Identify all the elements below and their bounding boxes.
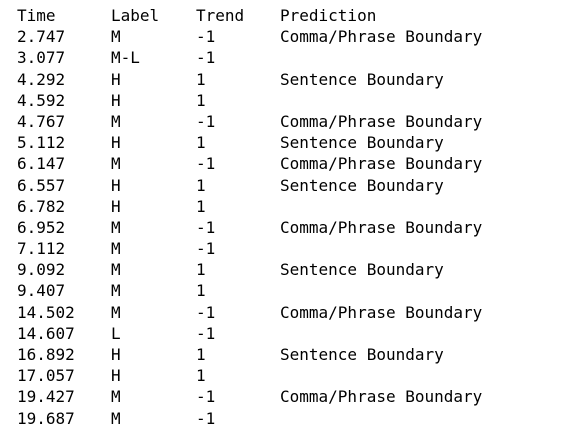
cell-prediction: Comma/Phrase Boundary	[280, 111, 483, 131]
cell-prediction: Comma/Phrase Boundary	[280, 27, 483, 47]
cell-time: 4.592	[17, 90, 66, 110]
cell-time: 14.607	[17, 323, 75, 343]
header-row: Time Label Trend Prediction	[17, 5, 376, 26]
cell-prediction: Comma/Phrase Boundary	[280, 387, 483, 407]
table-row: 17.057 H 1	[17, 365, 206, 386]
cell-time: 4.292	[17, 69, 66, 89]
cell-label: H	[111, 90, 121, 110]
cell-prediction: Sentence Boundary	[280, 345, 444, 364]
cell-time: 16.892	[17, 345, 75, 364]
cell-trend: -1	[196, 239, 216, 259]
cell-time: 2.747	[17, 27, 66, 47]
cell-trend: -1	[196, 27, 216, 47]
column-header-prediction: Prediction	[280, 6, 377, 25]
cell-time: 4.767	[17, 111, 66, 131]
table-row: 6.952 M -1 Comma/Phrase Boundary	[17, 217, 482, 238]
cell-time: 6.147	[17, 154, 66, 174]
table-row: 4.592 H 1	[17, 90, 206, 111]
cell-label: M	[111, 239, 121, 259]
cell-prediction: Sentence Boundary	[280, 260, 444, 280]
table-row: 2.747 M -1 Comma/Phrase Boundary	[17, 26, 482, 47]
cell-time: 17.057	[17, 366, 75, 386]
cell-trend: 1	[196, 90, 206, 110]
cell-time: 5.112	[17, 133, 66, 153]
cell-label: M	[111, 387, 121, 407]
table-row: 3.077 M-L -1	[17, 47, 215, 68]
cell-time: 19.427	[17, 387, 75, 407]
cell-label: H	[111, 366, 121, 386]
table-row: 7.112 M -1	[17, 238, 215, 259]
cell-trend: -1	[196, 48, 216, 68]
cell-trend: 1	[196, 260, 206, 280]
cell-label: H	[111, 196, 121, 216]
cell-trend: -1	[196, 111, 216, 131]
cell-trend: 1	[196, 196, 206, 216]
cell-label: H	[111, 345, 121, 364]
cell-trend: -1	[196, 387, 216, 407]
cell-label: M	[111, 217, 121, 237]
table-row: 5.112 H 1 Sentence Boundary	[17, 132, 444, 153]
cell-label: M	[111, 302, 121, 322]
cell-trend: -1	[196, 323, 216, 343]
column-header-time: Time	[17, 6, 56, 25]
table-row: 19.687 M -1	[17, 408, 215, 429]
cell-label: M	[111, 281, 121, 301]
cell-label: M	[111, 111, 121, 131]
cell-label: H	[111, 133, 121, 153]
cell-label: H	[111, 175, 121, 195]
column-header-label: Label	[111, 6, 160, 25]
cell-trend: -1	[196, 408, 216, 428]
cell-trend: 1	[196, 133, 206, 153]
cell-label: M	[111, 408, 121, 428]
cell-label: M	[111, 260, 121, 280]
cell-trend: 1	[196, 366, 206, 386]
cell-trend: 1	[196, 345, 206, 364]
cell-trend: 1	[196, 281, 206, 301]
cell-time: 9.092	[17, 260, 66, 280]
table-row: 6.147 M -1 Comma/Phrase Boundary	[17, 153, 482, 174]
table-row: 9.092 M 1 Sentence Boundary	[17, 259, 444, 280]
table-row: 9.407 M 1	[17, 280, 206, 301]
cell-prediction: Comma/Phrase Boundary	[280, 154, 483, 174]
cell-trend: 1	[196, 69, 206, 89]
cell-trend: 1	[196, 175, 206, 195]
cell-prediction: Sentence Boundary	[280, 133, 444, 153]
cell-label: M	[111, 27, 121, 47]
cell-label: L	[111, 323, 121, 343]
cell-prediction: Comma/Phrase Boundary	[280, 217, 483, 237]
cell-trend: -1	[196, 154, 216, 174]
cell-prediction: Sentence Boundary	[280, 69, 444, 89]
table-row: 14.502 M -1 Comma/Phrase Boundary	[17, 302, 482, 323]
table-row: 6.557 H 1 Sentence Boundary	[17, 175, 444, 196]
cell-time: 7.112	[17, 239, 66, 259]
cell-time: 6.557	[17, 175, 66, 195]
table-body: 2.747 M -1 Comma/Phrase Boundary 3.077 M-L -1 4…	[17, 26, 482, 429]
cell-time: 3.077	[17, 48, 66, 68]
table-row: 6.782 H 1	[17, 196, 206, 217]
column-header-trend: Trend	[196, 6, 245, 25]
table-row: 4.767 M -1 Comma/Phrase Boundary	[17, 111, 482, 132]
cell-trend: -1	[196, 302, 216, 322]
cell-label: M-L	[111, 48, 140, 68]
cell-prediction: Sentence Boundary	[280, 175, 444, 195]
cell-time: 14.502	[17, 302, 75, 322]
prediction-table: Time Label Trend Prediction 2.747 M -1 Comm…	[17, 5, 482, 429]
cell-time: 19.687	[17, 408, 75, 428]
cell-time: 9.407	[17, 281, 66, 301]
cell-trend: -1	[196, 217, 216, 237]
cell-time: 6.782	[17, 196, 66, 216]
cell-label: M	[111, 154, 121, 174]
table-row: 14.607 L -1	[17, 323, 215, 344]
table-row: 4.292 H 1 Sentence Boundary	[17, 69, 444, 90]
cell-label: H	[111, 69, 121, 89]
cell-time: 6.952	[17, 217, 66, 237]
table-row: 16.892 H 1 Sentence Boundary	[17, 344, 444, 365]
cell-prediction: Comma/Phrase Boundary	[280, 302, 483, 322]
table-row: 19.427 M -1 Comma/Phrase Boundary	[17, 386, 482, 407]
